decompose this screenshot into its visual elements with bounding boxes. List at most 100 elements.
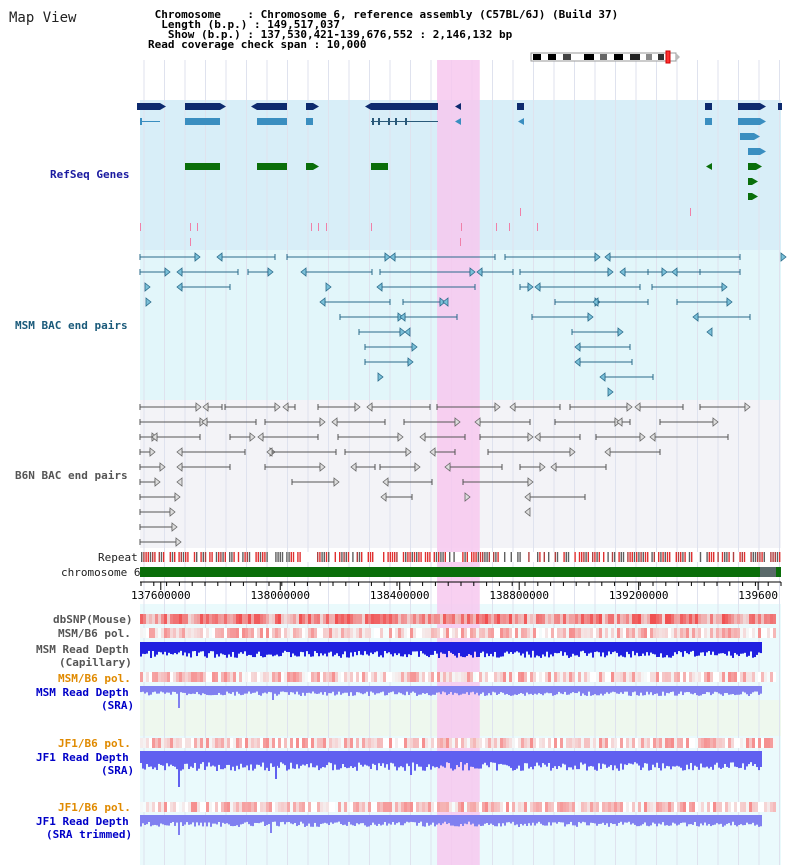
snp-density-cell	[401, 738, 404, 748]
read-depth-bar	[690, 686, 692, 694]
read-depth-bar	[496, 815, 498, 827]
snp-density-cell	[509, 802, 512, 812]
read-depth-bar	[320, 751, 322, 769]
read-depth-bar	[428, 751, 430, 765]
read-depth-bar	[580, 751, 582, 763]
snp-density-cell	[530, 672, 533, 682]
read-depth-bar	[348, 686, 350, 696]
snp-density-cell	[221, 628, 224, 638]
read-depth-bar	[736, 642, 738, 655]
repeat-element	[728, 552, 730, 562]
snp-density-cell	[254, 802, 257, 812]
snp-density-cell	[182, 614, 185, 624]
read-depth-bar	[666, 642, 668, 656]
read-depth-bar	[292, 751, 294, 769]
read-depth-bar	[756, 751, 758, 768]
read-depth-bar	[290, 686, 292, 693]
snp-density-cell	[644, 802, 647, 812]
read-depth-bar	[600, 642, 602, 657]
read-depth-bar	[742, 751, 744, 764]
read-depth-bar	[698, 815, 700, 827]
repeat-element	[708, 552, 710, 562]
track-label-b6n-bac[interactable]: B6N BAC end pairs	[15, 469, 128, 482]
read-depth-bar	[534, 751, 536, 767]
snp-density-cell	[419, 738, 422, 748]
snp-density-cell	[284, 802, 287, 812]
snp-density-cell	[599, 672, 602, 682]
snp-density-cell	[512, 628, 515, 638]
read-depth-bar	[558, 815, 560, 822]
snp-density-cell	[683, 628, 686, 638]
snp-density-cell	[614, 614, 617, 624]
read-depth-bar	[390, 686, 392, 693]
snp-density-cell	[533, 672, 536, 682]
ideogram-band	[630, 54, 640, 60]
read-depth-bar	[366, 751, 368, 766]
read-depth-bar	[346, 686, 348, 693]
read-depth-bar	[258, 815, 260, 824]
snp-density-cell	[497, 628, 500, 638]
snp-density-cell	[158, 628, 161, 638]
repeat-element	[345, 552, 347, 562]
snp-density-cell	[494, 672, 497, 682]
snp-density-cell	[149, 672, 152, 682]
snp-density-cell	[311, 614, 314, 624]
read-depth-bar	[546, 751, 548, 767]
read-depth-bar	[542, 751, 544, 764]
read-depth-bar	[506, 751, 508, 766]
repeat-element	[675, 552, 677, 562]
refseq-tick	[520, 208, 521, 216]
snp-density-cell	[473, 802, 476, 812]
snp-density-cell	[443, 672, 446, 682]
snp-density-cell	[644, 614, 647, 624]
read-depth-bar	[732, 642, 734, 658]
read-depth-bar	[370, 642, 372, 653]
repeat-element	[638, 552, 640, 562]
read-depth-bar	[642, 751, 644, 768]
snp-density-cell	[215, 802, 218, 812]
repeat-element	[160, 552, 163, 562]
read-depth-bar	[408, 686, 410, 695]
snp-density-cell	[482, 802, 485, 812]
snp-density-cell	[335, 628, 338, 638]
read-depth-bar	[662, 686, 664, 692]
read-depth-bar	[336, 815, 338, 823]
snp-density-cell	[206, 738, 209, 748]
read-depth-bar	[518, 686, 520, 694]
track-label-refseq[interactable]: RefSeq Genes	[50, 168, 130, 181]
snp-density-cell	[374, 614, 377, 624]
snp-density-cell	[437, 802, 440, 812]
strand-arrow	[752, 193, 758, 200]
snp-density-cell	[677, 738, 680, 748]
read-depth-bar	[332, 815, 334, 824]
snp-density-cell	[542, 802, 545, 812]
snp-density-cell	[407, 802, 410, 812]
read-depth-bar	[312, 751, 314, 768]
read-depth-bar	[478, 686, 480, 696]
ideogram-band	[556, 54, 563, 60]
repeat-element	[143, 552, 145, 562]
read-depth-bar	[202, 686, 204, 694]
snp-density-cell	[446, 628, 449, 638]
read-depth-bar	[374, 751, 376, 765]
snp-density-cell	[257, 672, 260, 682]
snp-density-cell	[632, 802, 635, 812]
read-depth-bar	[420, 751, 422, 767]
read-depth-bar	[600, 815, 602, 824]
read-depth-bar	[660, 686, 662, 696]
read-depth-bar	[308, 815, 310, 824]
snp-density-cell	[644, 672, 647, 682]
snp-density-cell	[176, 614, 179, 624]
read-depth-bar	[380, 686, 382, 693]
snp-density-cell	[536, 672, 539, 682]
axis-tick-label: 139600	[738, 589, 778, 602]
read-depth-bar	[362, 751, 364, 767]
snp-density-cell	[335, 738, 338, 748]
track-label-msm-bac[interactable]: MSM BAC end pairs	[15, 319, 128, 332]
repeat-element	[752, 552, 754, 562]
bac-end-marker	[706, 327, 713, 337]
read-depth-bar	[540, 815, 542, 824]
snp-density-cell	[281, 672, 284, 682]
read-depth-bar	[140, 642, 142, 657]
read-depth-bar	[446, 815, 448, 825]
